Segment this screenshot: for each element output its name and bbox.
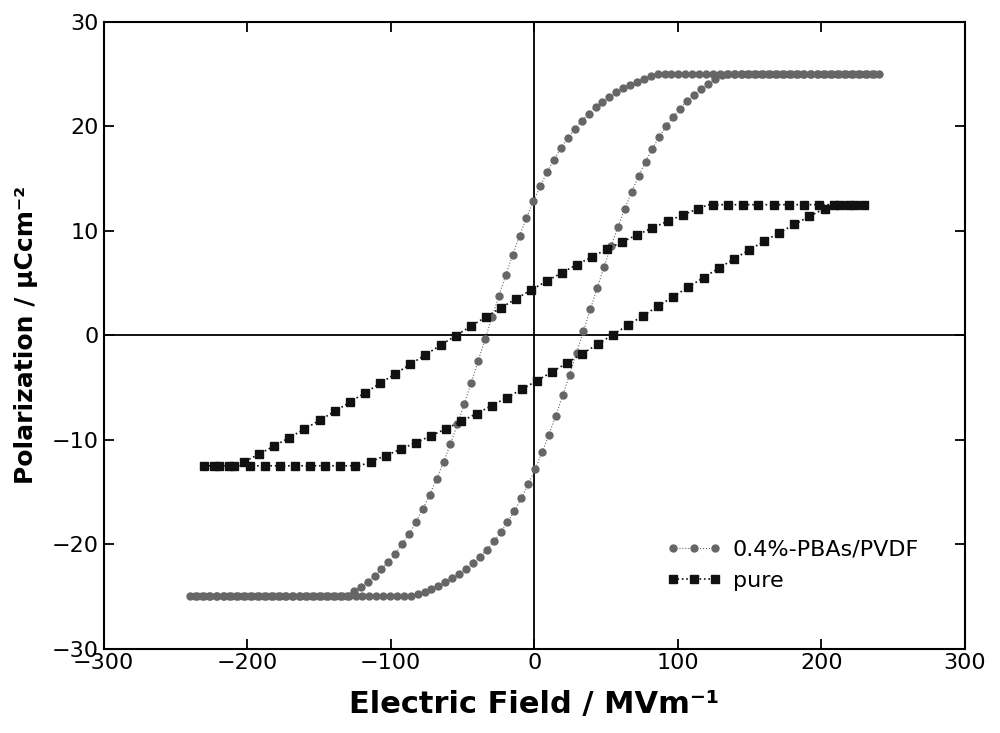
pure [506, 297, 518, 306]
Y-axis label: Polarization / μCcm⁻²: Polarization / μCcm⁻² [14, 186, 38, 485]
0.4%-PBAs/PVDF [790, 70, 802, 78]
pure [554, 270, 566, 279]
X-axis label: Electric Field / MVm⁻¹: Electric Field / MVm⁻¹ [349, 690, 719, 719]
Line: pure: pure [200, 201, 868, 470]
0.4%-PBAs/PVDF [439, 453, 451, 462]
pure [682, 208, 694, 217]
pure [225, 461, 237, 470]
0.4%-PBAs/PVDF [184, 592, 196, 601]
0.4%-PBAs/PVDF [372, 568, 384, 577]
0.4%-PBAs/PVDF [648, 71, 660, 80]
pure [206, 461, 218, 470]
0.4%-PBAs/PVDF [339, 592, 351, 601]
pure [858, 200, 870, 209]
pure [228, 461, 240, 470]
pure [198, 461, 210, 470]
0.4%-PBAs/PVDF [873, 70, 885, 78]
Legend: 0.4%-PBAs/PVDF, pure: 0.4%-PBAs/PVDF, pure [657, 531, 928, 600]
0.4%-PBAs/PVDF [600, 95, 612, 103]
0.4%-PBAs/PVDF [375, 565, 387, 574]
Line: 0.4%-PBAs/PVDF: 0.4%-PBAs/PVDF [186, 70, 882, 600]
pure [469, 320, 481, 328]
